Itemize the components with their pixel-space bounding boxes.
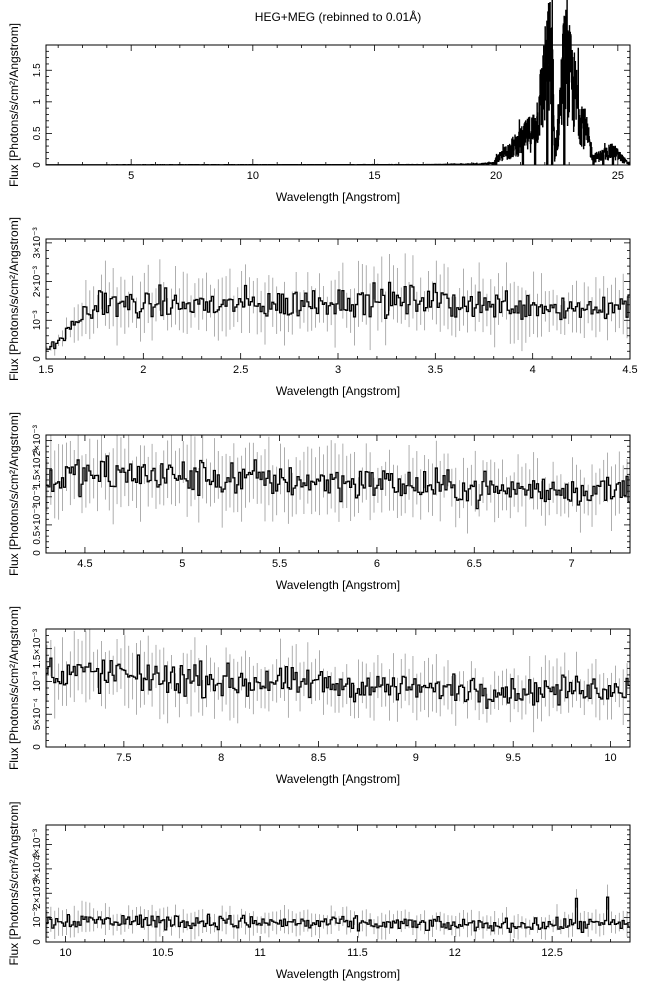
x-tick-label: 3 bbox=[335, 364, 341, 376]
spectrum-line bbox=[46, 281, 630, 350]
x-tick-label: 2 bbox=[140, 364, 146, 376]
emission-line-2 bbox=[533, 129, 537, 165]
x-tick-label: 4.5 bbox=[622, 364, 637, 376]
emission-line-6 bbox=[592, 158, 595, 165]
x-tick-label: 3.5 bbox=[428, 364, 443, 376]
chart-panel-1: 5 10 15 20 25 0 0.5 1 1.5 Wavelength [Angstrom] Fl… bbox=[7, 0, 631, 204]
chart-panel-5: 10 10.5 11 11.5 12 12.5 0 10⁻³2×10⁻³3×10⁻³4×10⁻… bbox=[7, 801, 631, 981]
y-axis-label: Flux [Photons/s/cm²/Angstrom] bbox=[7, 23, 21, 187]
spectrum-steps bbox=[46, 455, 630, 510]
x-tick-label: 5.5 bbox=[272, 558, 287, 570]
x-tick-label: 9.5 bbox=[506, 752, 521, 764]
chart-panel-3: 4.5 5 5.5 6 6.5 7 0 0.5×10⁻³10⁻³1.5×10⁻³2×10⁻³ W… bbox=[7, 412, 631, 592]
figure-title: HEG+MEG (rebinned to 0.01Å) bbox=[254, 10, 422, 24]
y-tick-label: 4×10⁻³ bbox=[32, 828, 43, 860]
x-axis-label: Wavelength [Angstrom] bbox=[276, 190, 400, 204]
spectrum-steps bbox=[46, 281, 630, 350]
x-axis-label: Wavelength [Angstrom] bbox=[276, 578, 400, 592]
x-axis-label: Wavelength [Angstrom] bbox=[276, 967, 400, 981]
x-tick-label: 20 bbox=[490, 170, 502, 182]
x-tick-label: 10 bbox=[59, 947, 71, 959]
x-axis-label: Wavelength [Angstrom] bbox=[276, 772, 400, 786]
x-tick-label: 12 bbox=[449, 947, 461, 959]
emission-line-4 bbox=[550, 49, 554, 165]
x-tick-label: 5 bbox=[128, 170, 134, 182]
x-tick-label: 6 bbox=[374, 558, 380, 570]
x-tick-label: 12.5 bbox=[541, 947, 562, 959]
plot-frame bbox=[45, 44, 631, 166]
y-tick-label: 1 bbox=[32, 99, 43, 105]
emission-line-10 bbox=[492, 163, 495, 165]
emission-line-8 bbox=[611, 151, 615, 165]
y-axis-label: Flux [Photons/s/cm²/Angstrom] bbox=[7, 801, 21, 965]
y-axis-label: Flux [Photons/s/cm²/Angstrom] bbox=[7, 412, 21, 576]
y-tick-label: 0 bbox=[32, 162, 43, 168]
emission-line-3 bbox=[546, 65, 549, 165]
x-tick-label: 25 bbox=[612, 170, 624, 182]
chart-panel-4: 7.5 8 8.5 9 9.5 10 0 5×10⁻⁴ 10⁻³ 1.5×10⁻³ Waveleng… bbox=[7, 606, 631, 786]
error-bars bbox=[46, 435, 628, 534]
spectrum-steps bbox=[46, 654, 630, 709]
x-tick-label: 6.5 bbox=[467, 558, 482, 570]
y-tick-label: 1.5×10⁻³ bbox=[32, 448, 43, 488]
spectrum-line bbox=[46, 455, 630, 510]
y-tick-label: 10⁻³ bbox=[32, 486, 43, 506]
y-tick-label: 10⁻³ bbox=[32, 671, 43, 691]
x-tick-label: 8 bbox=[218, 752, 224, 764]
y-tick-label: 10⁻³ bbox=[32, 907, 43, 927]
x-tick-label: 9 bbox=[413, 752, 419, 764]
y-tick-label: 2×10⁻³ bbox=[32, 877, 43, 909]
y-tick-label: 1.5 bbox=[32, 63, 43, 77]
x-tick-label: 11 bbox=[254, 947, 265, 959]
x-tick-label: 1.5 bbox=[38, 364, 53, 376]
spectrum-steps bbox=[46, 896, 630, 933]
x-axis-label: Wavelength [Angstrom] bbox=[276, 384, 400, 398]
chart-panel-2: 1.5 2 2.5 3 3.5 4 4.5 0 10⁻³ 2×10⁻³ 3×10⁻³ Waveleng… bbox=[7, 217, 638, 398]
x-tick-label: 7.5 bbox=[116, 752, 131, 764]
error-bars bbox=[46, 884, 628, 942]
spectrum-line bbox=[46, 896, 630, 933]
y-tick-label: 0.5 bbox=[32, 126, 43, 140]
y-tick-label: 2×10⁻³ bbox=[32, 265, 43, 297]
x-tick-label: 10.5 bbox=[152, 947, 173, 959]
y-axis-label: Flux [Photons/s/cm²/Angstrom] bbox=[7, 606, 21, 770]
x-tick-label: 4.5 bbox=[77, 558, 92, 570]
y-tick-label: 3×10⁻³ bbox=[32, 227, 43, 259]
emission-line-1 bbox=[521, 139, 525, 165]
x-tick-label: 2.5 bbox=[233, 364, 248, 376]
spectrum-continuum bbox=[45, 0, 631, 166]
spectrum-line bbox=[46, 654, 630, 709]
error-bars bbox=[46, 629, 628, 733]
x-tick-label: 10 bbox=[604, 752, 616, 764]
y-tick-label: 5×10⁻⁴ bbox=[32, 698, 43, 730]
x-tick-label: 8.5 bbox=[311, 752, 326, 764]
y-tick-label: 10⁻³ bbox=[32, 310, 43, 330]
emission-line-7 bbox=[602, 154, 605, 165]
x-tick-label: 15 bbox=[368, 170, 380, 182]
y-tick-label: 2×10⁻³ bbox=[32, 424, 43, 456]
x-tick-label: 7 bbox=[569, 558, 575, 570]
x-tick-label: 4 bbox=[530, 364, 536, 376]
y-tick-label: 0 bbox=[32, 744, 43, 750]
y-tick-label: 0.5×10⁻³ bbox=[32, 505, 43, 545]
spectrum-steps bbox=[45, 0, 631, 166]
y-tick-label: 0 bbox=[32, 550, 43, 556]
y-tick-label: 3×10⁻³ bbox=[32, 853, 43, 885]
emission-line-5 bbox=[563, 60, 566, 165]
y-tick-label: 1.5×10⁻³ bbox=[32, 628, 43, 668]
x-tick-label: 10 bbox=[247, 170, 259, 182]
y-tick-label: 0 bbox=[32, 939, 43, 945]
x-tick-label: 11.5 bbox=[347, 947, 368, 959]
y-axis-label: Flux [Photons/s/cm²/Angstrom] bbox=[7, 217, 21, 381]
x-tick-label: 5 bbox=[179, 558, 185, 570]
y-tick-label: 0 bbox=[32, 356, 43, 362]
